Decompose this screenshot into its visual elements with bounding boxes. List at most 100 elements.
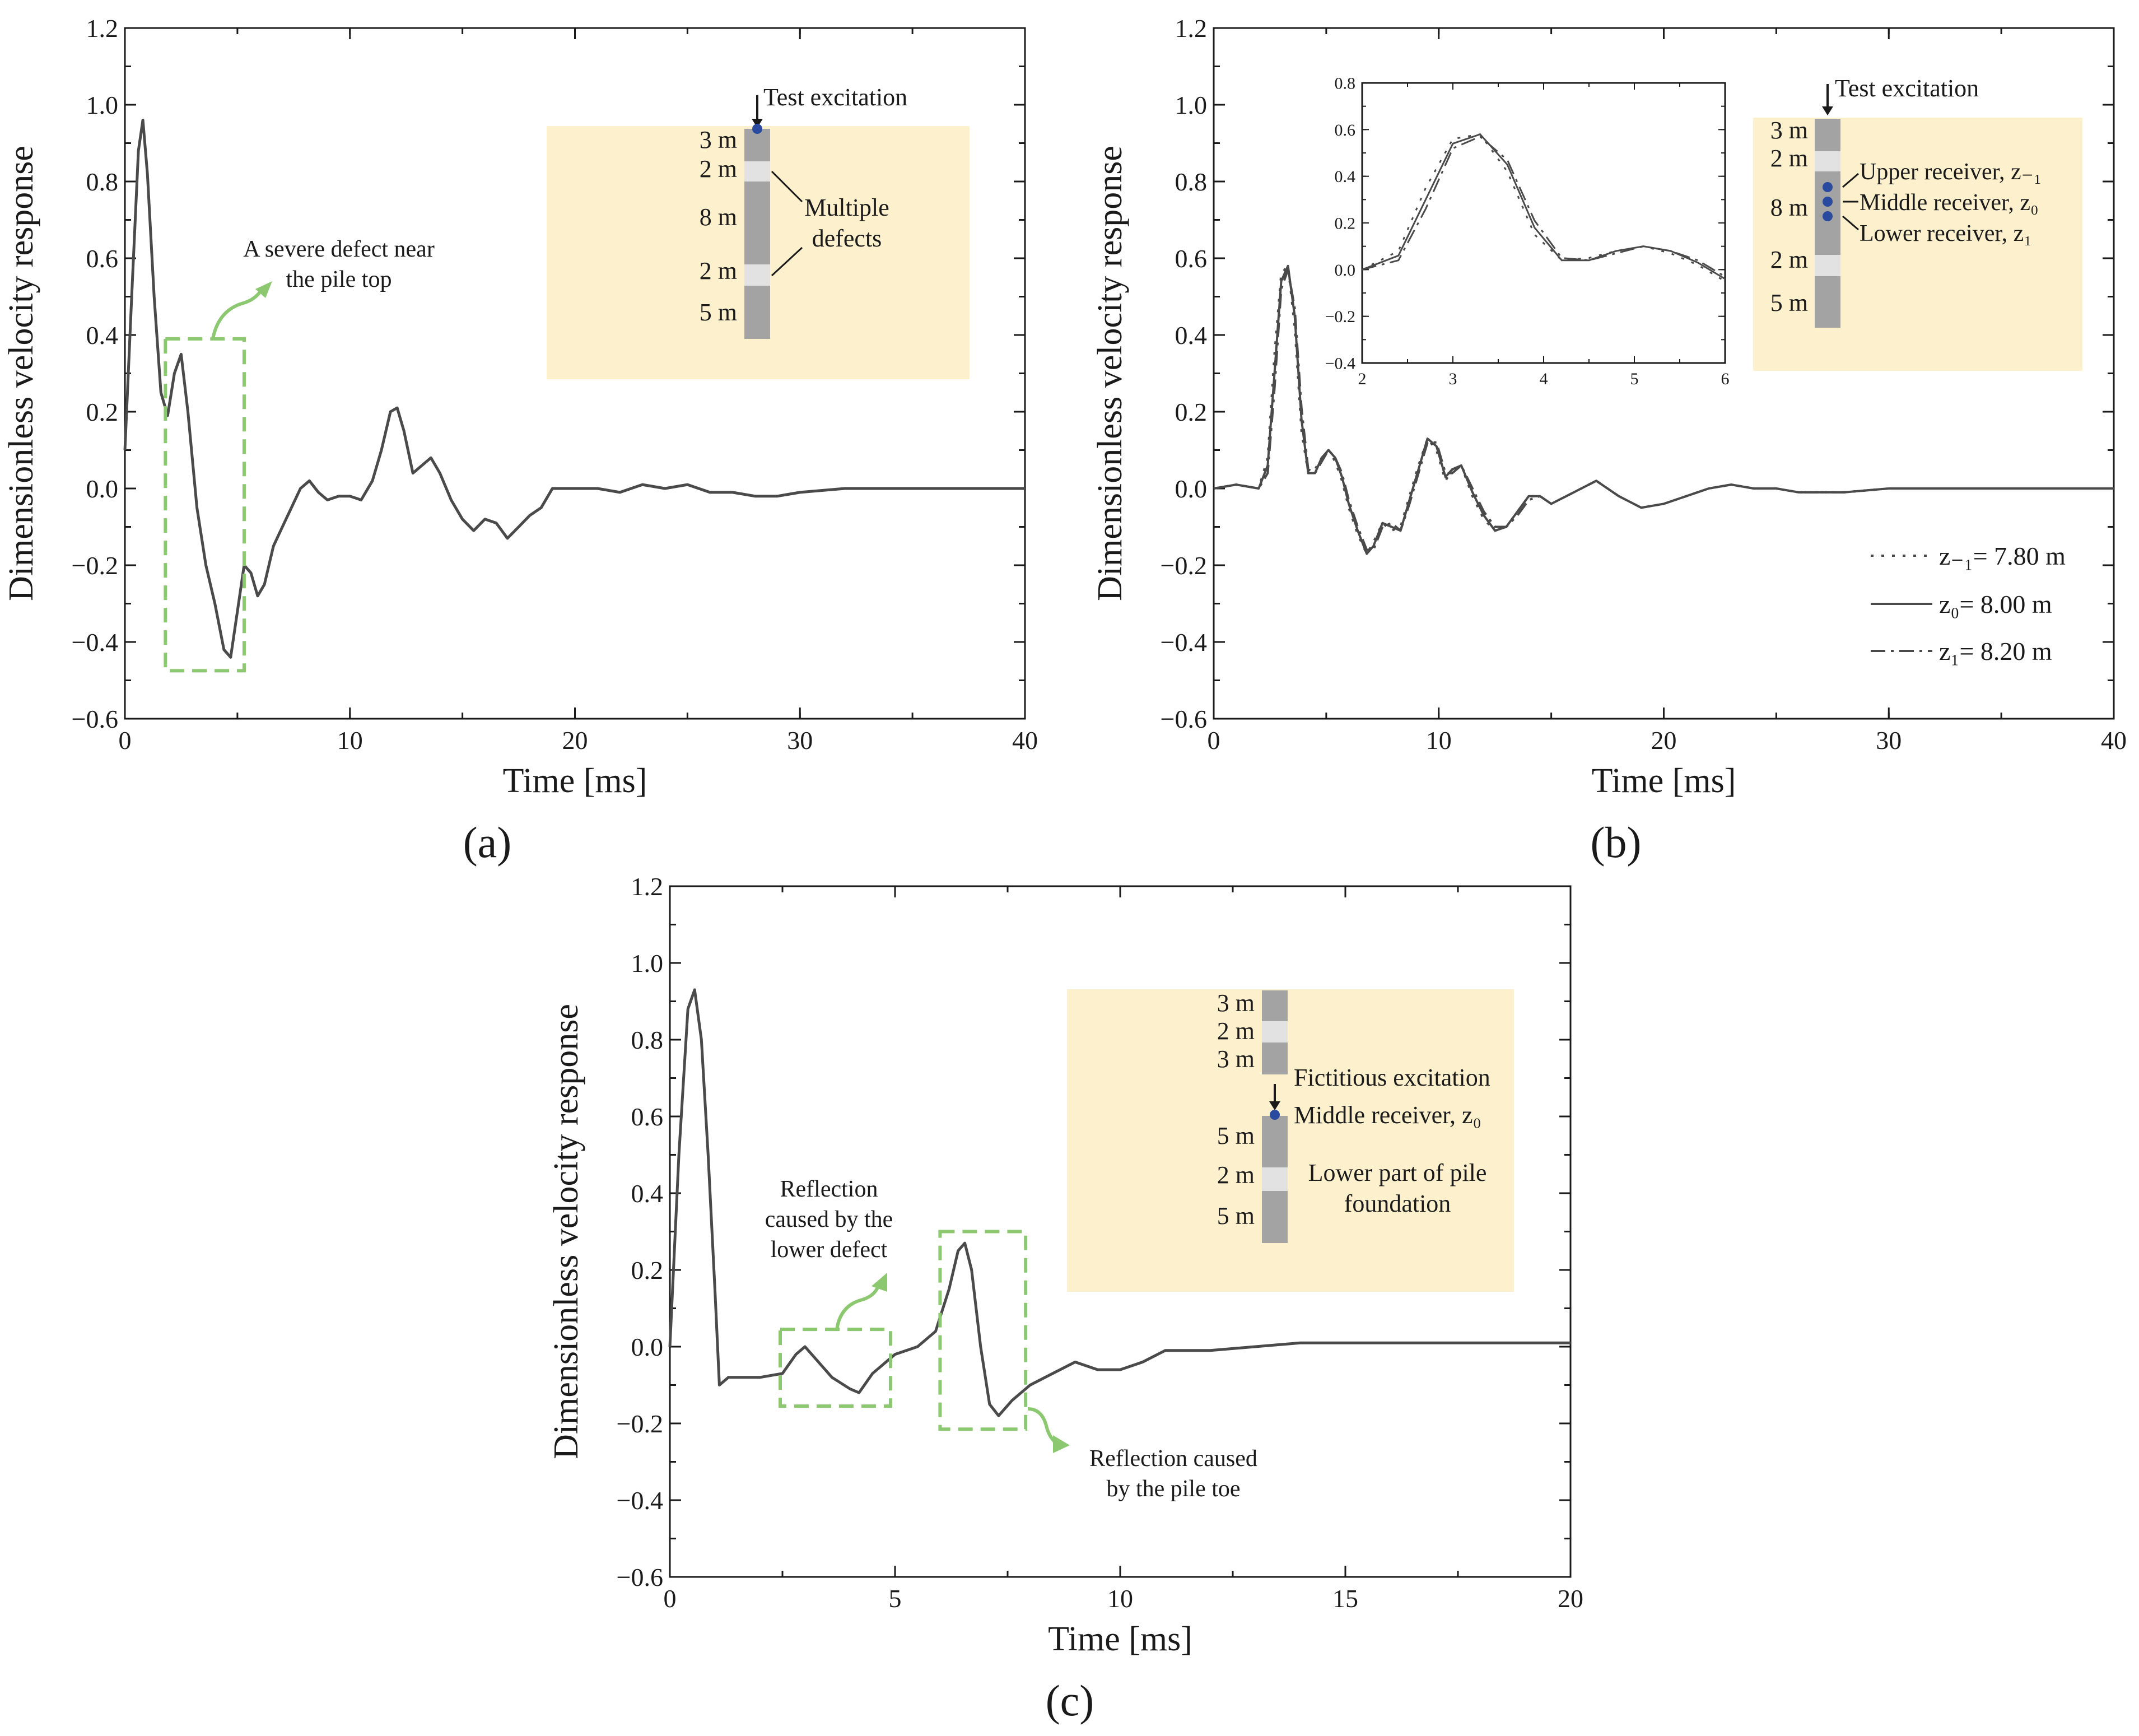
panel-c-label: (c) (1046, 1676, 1094, 1725)
x-axis-label: Time [ms] (1048, 1620, 1192, 1658)
segment-label: 3 m (1770, 117, 1808, 144)
zoom-frame (1361, 82, 1726, 364)
panel-c-velocity-curve (668, 988, 1571, 1417)
panel-a-velocity-curve (123, 118, 1025, 659)
toe-arrowhead (1053, 1435, 1070, 1453)
x-tick-label: 0 (119, 726, 132, 755)
y-tick-label: −0.4 (1325, 355, 1355, 373)
zoom-curves (1362, 133, 1726, 282)
x-tick-label: 10 (1426, 726, 1452, 755)
x-tick-label: 3 (1449, 370, 1457, 388)
lower-part-note: Lower part of pile (1308, 1159, 1487, 1186)
y-tick-label: 0.2 (1335, 215, 1356, 233)
defect-highlight-box (164, 337, 246, 673)
pile-body (1815, 119, 1840, 328)
x-tick-label: 5 (889, 1584, 902, 1613)
defect-arrowhead (872, 1273, 887, 1292)
y-tick-label: 0.6 (631, 1102, 664, 1131)
y-axis-label: Dimensionless velocity response (1091, 146, 1129, 601)
inset-background (1067, 989, 1514, 1292)
excitation-label: Test excitation (763, 83, 907, 111)
lower-receiver-dot (1823, 211, 1833, 221)
pile-toe-annotation: by the pile toe (1106, 1476, 1240, 1502)
x-tick-label: 40 (2101, 726, 2127, 755)
segment-label: 2 m (700, 155, 737, 183)
lower-defect-annotation: Reflection (780, 1176, 878, 1202)
upper-pile-defect (1262, 1021, 1288, 1042)
y-tick-label: −0.4 (72, 628, 118, 657)
y-tick-label: −0.6 (1161, 705, 1207, 733)
x-axis-label: Time [ms] (503, 762, 647, 800)
y-tick-label: −0.4 (617, 1486, 663, 1515)
segment-label: 3 m (1217, 1045, 1255, 1073)
middle-receiver-label: Middle receiver, z₀ (1860, 190, 2039, 216)
y-axis-label: Dimensionless velocity response (547, 1004, 585, 1459)
panel-b-axes: 0 10 20 30 40 −0.6 −0.4 −0.2 0.0 0.2 0.4 0.6 0.8 1.0 1… (1091, 14, 2127, 800)
y-tick-label: 0.6 (1335, 121, 1356, 139)
y-tick-label: 0.8 (1175, 167, 1208, 196)
panel-c: 3 m 2 m 3 m 5 m 2 m 5 m Fictitious excit… (547, 872, 1583, 1725)
y-tick-label: 1.2 (631, 872, 664, 901)
x-tick-label: 0 (1208, 726, 1220, 755)
defect-note: Multiple (804, 194, 889, 221)
y-tick-label: 1.2 (1175, 14, 1208, 43)
y-tick-label: 1.0 (1175, 91, 1208, 119)
x-tick-label: 6 (1721, 370, 1730, 388)
segment-label: 5 m (700, 299, 737, 326)
inset-background (1753, 118, 2082, 371)
y-tick-label: 0.6 (1175, 244, 1208, 273)
y-tick-label: −0.2 (617, 1409, 663, 1438)
y-tick-label: 0.0 (631, 1333, 664, 1361)
middle-receiver-dot (1823, 197, 1833, 207)
y-tick-label: 0.2 (86, 398, 119, 426)
y-tick-label: 1.2 (86, 14, 119, 43)
y-tick-label: 0.8 (86, 167, 119, 196)
excitation-label: Test excitation (1835, 75, 1979, 102)
panel-a-defect-highlight (164, 281, 272, 673)
panel-a-axes: 0 10 20 30 40 −0.6 −0.4 −0.2 0.0 0.2 0.4 0.6 0.8 1.0 1… (2, 14, 1038, 800)
upper-receiver-dot (1823, 182, 1833, 192)
x-tick-label: 0 (664, 1584, 677, 1613)
pile-lower-defect (744, 264, 770, 286)
x-tick-label: 10 (1107, 1584, 1133, 1613)
pile-upper-defect (744, 161, 770, 181)
y-tick-label: −0.2 (1325, 308, 1355, 326)
panel-a-pile-inset: Test excitation 3 m 2 m 8 m 2 m 5 m Mult… (547, 83, 970, 379)
fictitious-excitation-label: Fictitious excitation (1294, 1064, 1490, 1091)
zoom-series-line (1362, 133, 1726, 280)
lower-receiver-label: Lower receiver, z₁ (1860, 221, 2032, 246)
lower-defect-annotation: caused by the (765, 1207, 893, 1232)
segment-label: 5 m (1770, 289, 1808, 317)
x-tick-label: 20 (1651, 726, 1677, 755)
y-tick-label: 0.8 (1335, 75, 1356, 93)
panel-a: Test excitation 3 m 2 m 8 m 2 m 5 m Mult… (2, 14, 1038, 867)
segment-label: 2 m (1770, 246, 1808, 273)
severe-defect-annotation: the pile top (286, 267, 392, 292)
segment-label: 2 m (1217, 1017, 1255, 1045)
upper-receiver-label: Upper receiver, z₋₁ (1860, 159, 2042, 185)
panel-c-pile-inset: 3 m 2 m 3 m 5 m 2 m 5 m Fictitious excit… (1067, 989, 1514, 1292)
receiver-leader (1842, 215, 1859, 231)
middle-receiver-label: Middle receiver, z₀ (1294, 1101, 1481, 1129)
y-tick-label: −0.6 (617, 1563, 663, 1591)
y-axis-label: Dimensionless velocity response (2, 146, 40, 601)
panel-b: Test excitation 3 m 2 m 8 m 2 m 5 m Uppe… (1091, 14, 2127, 867)
lower-pile-defect (1262, 1167, 1288, 1191)
excitation-arrowhead (752, 119, 763, 128)
x-tick-label: 20 (562, 726, 588, 755)
highlight-arrow (211, 286, 265, 339)
segment-label: 3 m (1217, 989, 1255, 1017)
y-tick-label: −0.6 (72, 705, 118, 733)
x-axis-label: Time [ms] (1592, 762, 1736, 800)
y-tick-label: 0.2 (631, 1256, 664, 1284)
x-tick-label: 10 (337, 726, 363, 755)
x-tick-label: 30 (787, 726, 813, 755)
highlight-arrowhead (255, 281, 272, 298)
panel-b-pile-inset: Test excitation 3 m 2 m 8 m 2 m 5 m Uppe… (1753, 75, 2082, 371)
panel-a-label: (a) (463, 818, 512, 867)
zoom-series-line (1362, 136, 1726, 278)
segment-label: 8 m (700, 203, 737, 231)
y-tick-label: 0.0 (1175, 474, 1208, 503)
x-tick-label: 2 (1358, 370, 1367, 388)
segment-label: 2 m (700, 257, 737, 285)
